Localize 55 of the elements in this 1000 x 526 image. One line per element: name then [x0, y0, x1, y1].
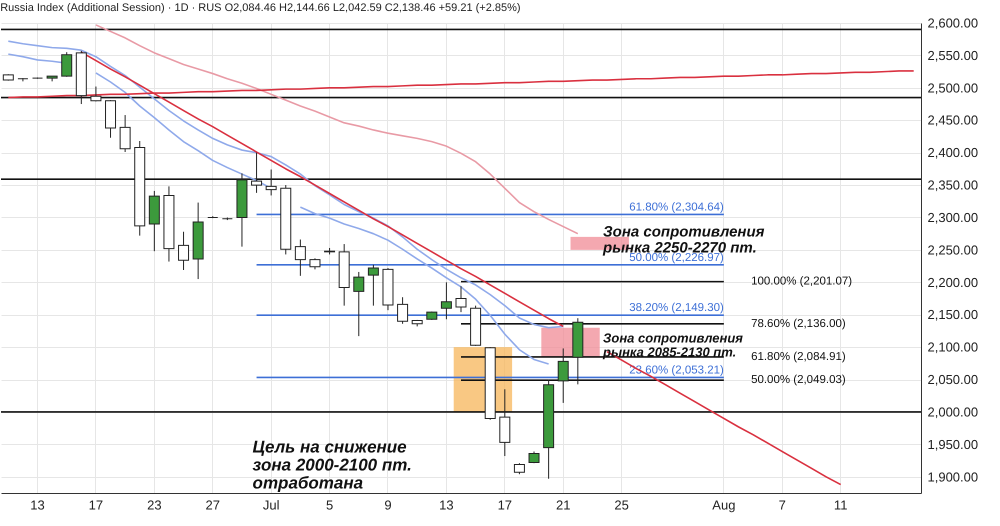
candlestick: [251, 152, 262, 194]
y-tick-label: 1,900.00: [928, 469, 978, 484]
ref-line-label: 50.00% (2,049.03): [751, 374, 846, 386]
line-series: [95, 24, 579, 234]
y-tick-label: 2,500.00: [928, 80, 978, 96]
x-tick-label: 5: [326, 498, 334, 512]
band-label: Цель на снижение зона 2000-2100 пт. отработана: [252, 438, 412, 493]
x-tick-label: Aug: [712, 498, 736, 512]
x-tick-label: 7: [778, 498, 786, 512]
candlestick: [558, 348, 569, 404]
ref-line-label: 61.80% (2,084.91): [751, 350, 846, 363]
y-tick-label: 1,950.00: [928, 436, 978, 452]
x-tick-label: 9: [384, 498, 392, 512]
candlestick: [90, 86, 102, 102]
y-tick-label: 2,150.00: [928, 307, 978, 322]
y-tick-label: 2,450.00: [928, 112, 978, 128]
y-tick-label: 2,000.00: [928, 404, 978, 420]
x-tick-label: 17: [498, 498, 512, 512]
x-tick-label: 13: [439, 498, 454, 512]
candlestick: [368, 264, 379, 306]
candlestick: [120, 114, 131, 153]
chart-title: Russia Index (Additional Session) · 1D · RUS O2,084.46 H2,144.66 L2,042.59 C2,138.46 +59.21 (+2.85%): [0, 2, 521, 14]
y-tick-label: 2,100.00: [928, 340, 978, 355]
candlestick: [61, 52, 72, 78]
candlestick: [440, 282, 452, 320]
y-tick-label: 2,200.00: [928, 274, 978, 290]
ref-line-label: 61.80% (2,304.64): [629, 201, 724, 214]
candlestick: [397, 296, 408, 324]
line-series: [8, 40, 564, 328]
candlestick: [309, 258, 320, 270]
y-tick-label: 2,550.00: [928, 48, 978, 63]
ref-line-label: 100.00% (2,201.07): [751, 276, 852, 288]
x-tick-label: 27: [206, 498, 220, 512]
candlestick: [294, 239, 306, 276]
y-tick-label: 2,300.00: [928, 210, 978, 225]
y-tick-label: 2,350.00: [928, 178, 978, 193]
y-tick-label: 2,250.00: [928, 242, 978, 258]
x-tick-label: 13: [30, 498, 45, 512]
x-tick-label: 25: [614, 498, 629, 512]
x-tick-label: 23: [147, 498, 162, 512]
candlestick: [266, 169, 277, 196]
candlestick: [353, 271, 364, 337]
ref-line-label: 38.20% (2,149.30): [629, 302, 724, 314]
y-tick-label: 2,600.00: [928, 16, 978, 30]
ref-line-label: 78.60% (2,136.00): [751, 318, 846, 330]
candlestick: [514, 462, 525, 475]
band-label: Зона сопротивления рынка 2085-2130 пт.: [602, 330, 744, 360]
y-tick-label: 2,400.00: [928, 145, 978, 160]
y-tick-label: 2,050.00: [928, 372, 978, 388]
candlestick: [456, 286, 466, 313]
x-tick-label: 17: [88, 498, 104, 512]
x-tick-label: 21: [556, 498, 570, 512]
x-tick-label: Jul: [262, 498, 280, 512]
x-tick-label: 11: [834, 498, 848, 512]
candlestick: [178, 231, 190, 270]
